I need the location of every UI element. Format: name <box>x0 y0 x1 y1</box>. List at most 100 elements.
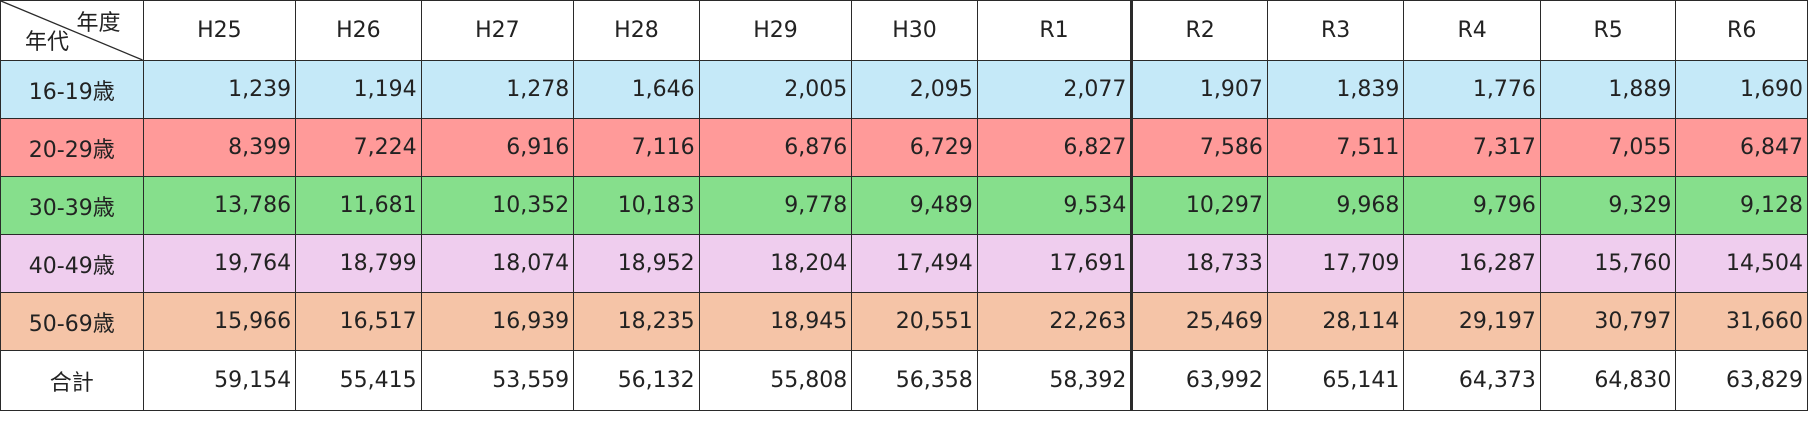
col-header-R1: R1 <box>976 0 1133 61</box>
table-cell: 56,132 <box>573 350 700 411</box>
table-cell: 55,415 <box>295 350 422 411</box>
corner-row-label: 年代 <box>25 30 70 55</box>
corner-col-label: 年度 <box>76 11 121 36</box>
col-header-R6: R6 <box>1675 0 1808 61</box>
col-header-R3: R3 <box>1266 0 1405 61</box>
table-cell: 6,876 <box>698 118 853 177</box>
table-cell: 15,760 <box>1539 234 1677 293</box>
row-label: 40-49歳 <box>0 234 144 293</box>
table-cell: 10,297 <box>1130 176 1268 235</box>
row-label: 合計 <box>0 350 144 411</box>
table-cell: 9,489 <box>851 176 978 235</box>
table-cell: 55,808 <box>698 350 853 411</box>
table-cell: 1,239 <box>142 60 297 119</box>
table-cell: 31,660 <box>1675 292 1808 351</box>
table-cell: 56,358 <box>851 350 978 411</box>
table-cell: 2,077 <box>976 60 1133 119</box>
table-cell: 16,517 <box>295 292 422 351</box>
table-cell: 9,329 <box>1539 176 1677 235</box>
table-cell: 13,786 <box>142 176 297 235</box>
table-cell: 18,952 <box>573 234 700 293</box>
table-cell: 64,373 <box>1403 350 1541 411</box>
table-cell: 22,263 <box>976 292 1133 351</box>
table-cell: 8,399 <box>142 118 297 177</box>
col-header-H28: H28 <box>573 0 700 61</box>
col-header-R2: R2 <box>1130 0 1268 61</box>
age-by-year-table: 年度 年代 H25 H26 H27 H28 H29 H30 R1 R2 R3 R… <box>0 0 1808 411</box>
table-cell: 9,534 <box>976 176 1133 235</box>
row-label: 50-69歳 <box>0 292 144 351</box>
col-header-R4: R4 <box>1403 0 1541 61</box>
table-cell: 1,889 <box>1539 60 1677 119</box>
table-cell: 6,827 <box>976 118 1133 177</box>
col-header-H29: H29 <box>698 0 853 61</box>
table-cell: 6,729 <box>851 118 978 177</box>
table-cell: 17,494 <box>851 234 978 293</box>
table-cell: 1,907 <box>1130 60 1268 119</box>
table-cell: 7,586 <box>1130 118 1268 177</box>
table-cell: 7,511 <box>1266 118 1405 177</box>
table-cell: 64,830 <box>1539 350 1677 411</box>
table-cell: 7,224 <box>295 118 422 177</box>
table-cell: 9,968 <box>1266 176 1405 235</box>
table-cell: 18,733 <box>1130 234 1268 293</box>
table-cell: 14,504 <box>1675 234 1808 293</box>
table-cell: 6,916 <box>420 118 575 177</box>
table-row: 16-19歳 1,239 1,194 1,278 1,646 2,005 2,095 2,07… <box>0 60 1808 119</box>
table-cell: 18,799 <box>295 234 422 293</box>
diagonal-line <box>1 1 143 60</box>
row-label: 30-39歳 <box>0 176 144 235</box>
corner-header: 年度 年代 <box>0 0 144 61</box>
table-cell: 65,141 <box>1266 350 1405 411</box>
table-cell: 16,287 <box>1403 234 1541 293</box>
table-cell: 53,559 <box>420 350 575 411</box>
table-cell: 59,154 <box>142 350 297 411</box>
table-cell: 29,197 <box>1403 292 1541 351</box>
table-cell: 18,204 <box>698 234 853 293</box>
table-cell: 18,235 <box>573 292 700 351</box>
table-cell: 63,992 <box>1130 350 1268 411</box>
table-cell: 9,796 <box>1403 176 1541 235</box>
table-cell: 1,646 <box>573 60 700 119</box>
header-row: 年度 年代 H25 H26 H27 H28 H29 H30 R1 R2 R3 R… <box>0 0 1808 61</box>
table-cell: 18,074 <box>420 234 575 293</box>
table-cell: 2,095 <box>851 60 978 119</box>
table-cell: 1,278 <box>420 60 575 119</box>
table-cell: 15,966 <box>142 292 297 351</box>
row-label: 16-19歳 <box>0 60 144 119</box>
table-row: 50-69歳 15,966 16,517 16,939 18,235 18,945 20,5… <box>0 292 1808 351</box>
table-cell: 16,939 <box>420 292 575 351</box>
table-cell: 1,194 <box>295 60 422 119</box>
table-cell: 17,691 <box>976 234 1133 293</box>
table-cell: 7,317 <box>1403 118 1541 177</box>
table-row: 40-49歳 19,764 18,799 18,074 18,952 18,204 17,4… <box>0 234 1808 293</box>
table-cell: 18,945 <box>698 292 853 351</box>
col-header-H26: H26 <box>295 0 422 61</box>
table-cell: 7,055 <box>1539 118 1677 177</box>
col-header-R5: R5 <box>1539 0 1677 61</box>
col-header-H27: H27 <box>420 0 575 61</box>
table-cell: 1,690 <box>1675 60 1808 119</box>
table-cell: 20,551 <box>851 292 978 351</box>
table-cell: 17,709 <box>1266 234 1405 293</box>
table-cell: 28,114 <box>1266 292 1405 351</box>
table-cell: 1,776 <box>1403 60 1541 119</box>
table-cell: 10,183 <box>573 176 700 235</box>
table-cell: 10,352 <box>420 176 575 235</box>
table-cell: 9,128 <box>1675 176 1808 235</box>
table-cell: 9,778 <box>698 176 853 235</box>
total-row: 合計 59,154 55,415 53,559 56,132 55,808 56,358 58… <box>0 350 1808 411</box>
table-cell: 58,392 <box>976 350 1133 411</box>
row-label: 20-29歳 <box>0 118 144 177</box>
table-cell: 1,839 <box>1266 60 1405 119</box>
col-header-H25: H25 <box>142 0 297 61</box>
table-cell: 7,116 <box>573 118 700 177</box>
table-row: 30-39歳 13,786 11,681 10,352 10,183 9,778 9,489… <box>0 176 1808 235</box>
table-cell: 6,847 <box>1675 118 1808 177</box>
table-cell: 2,005 <box>698 60 853 119</box>
table-cell: 63,829 <box>1675 350 1808 411</box>
table-row: 20-29歳 8,399 7,224 6,916 7,116 6,876 6,729 6,82… <box>0 118 1808 177</box>
col-header-H30: H30 <box>851 0 978 61</box>
table-cell: 30,797 <box>1539 292 1677 351</box>
table-cell: 25,469 <box>1130 292 1268 351</box>
